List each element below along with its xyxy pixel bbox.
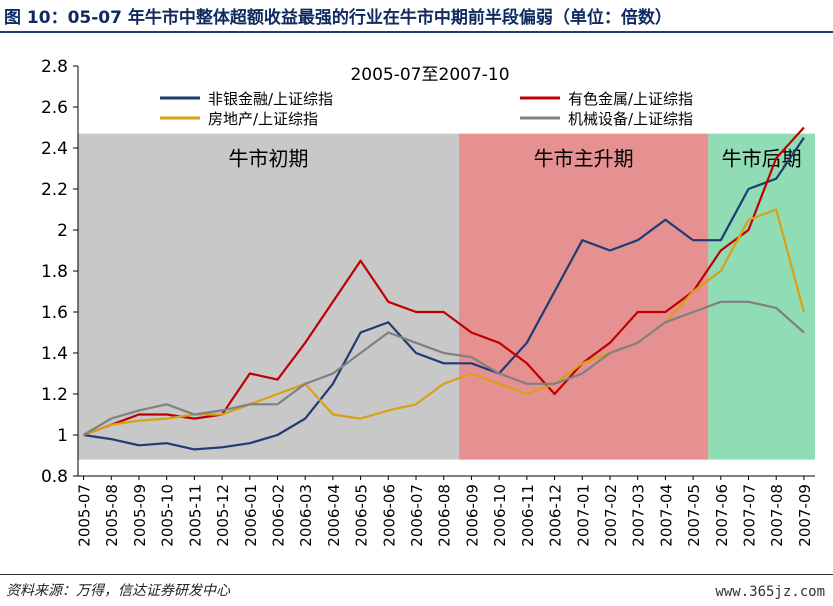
phase-label: 牛市后期	[722, 147, 802, 171]
x-tick-label: 2005-10	[159, 484, 177, 547]
x-tick-label: 2005-11	[186, 484, 204, 547]
y-tick-label: 2	[57, 221, 68, 241]
x-tick-label: 2007-02	[602, 484, 620, 547]
x-tick-label: 2006-06	[380, 484, 398, 547]
series-line	[83, 126, 805, 437]
x-tick-label: 2006-11	[519, 484, 537, 547]
phase-band	[458, 133, 709, 460]
x-tick-label: 2006-05	[353, 484, 371, 547]
x-tick-label: 2007-09	[796, 484, 814, 547]
legend-label: 有色金属/上证综指	[568, 90, 693, 108]
y-tick-label: 2.2	[41, 180, 68, 200]
series-line	[83, 208, 805, 437]
series-line	[82, 300, 805, 436]
y-axis: 2.8 2.6 2.4 2.2 2 1.8 1.6 1.4 1.2 1 0.8	[41, 57, 79, 487]
y-tick-label: 1.2	[41, 385, 68, 405]
y-tick-label: 1.4	[41, 344, 68, 364]
title-divider	[0, 31, 833, 33]
x-tick-label: 2006-02	[269, 484, 287, 547]
y-tick-label: 1.8	[41, 262, 68, 282]
x-tick-label: 2005-12	[214, 484, 232, 547]
x-tick-label: 2007-01	[574, 484, 592, 547]
source-note: 资料来源：万得，信达证券研发中心	[6, 583, 230, 599]
x-tick-label: 2007-07	[741, 484, 759, 547]
x-tick-label: 2006-12	[547, 484, 565, 547]
x-tick-label: 2006-01	[242, 484, 260, 547]
y-tick-label: 1	[57, 426, 68, 446]
series-lines	[82, 126, 805, 451]
x-axis: 2005-07 2005-08 2005-09 2005-10 2005-11 2005-…	[76, 475, 815, 547]
watermark: www.365jz.com	[715, 584, 825, 600]
x-tick-label: 2007-08	[768, 484, 786, 547]
x-tick-label: 2007-06	[713, 484, 731, 547]
y-tick-label: 2.4	[41, 139, 68, 159]
figure-title: 图 10：05-07 年牛市中整体超额收益最强的行业在牛市中期前半段偏弱（单位：…	[4, 8, 672, 28]
x-tick-label: 2006-10	[491, 484, 509, 547]
y-tick-label: 2.8	[41, 57, 68, 77]
x-tick-label: 2007-04	[657, 484, 675, 547]
y-tick-label: 2.6	[41, 98, 68, 118]
legend-label: 机械设备/上证综指	[568, 110, 693, 128]
legend-label: 房地产/上证综指	[208, 110, 318, 128]
x-tick-label: 2005-09	[131, 484, 149, 547]
phase-label: 牛市主升期	[534, 147, 634, 171]
footer-divider	[0, 574, 833, 575]
y-tick-label: 0.8	[41, 467, 68, 487]
phase-bands: 牛市初期 牛市主升期 牛市后期	[78, 133, 815, 460]
series-line	[83, 137, 805, 451]
x-tick-label: 2006-08	[436, 484, 454, 547]
x-tick-label: 2007-03	[630, 484, 648, 547]
x-tick-label: 2006-09	[463, 484, 481, 547]
x-tick-label: 2006-03	[297, 484, 315, 547]
x-tick-label: 2006-04	[325, 484, 343, 547]
phase-label: 牛市初期	[228, 147, 308, 171]
x-tick-label: 2006-07	[408, 484, 426, 547]
legend-label: 非银金融/上证综指	[208, 90, 333, 108]
line-chart: 牛市初期 牛市主升期 牛市后期 2.8 2.6 2.4 2.2 2 1.8 1.6 1.4 1.2 1…	[41, 57, 815, 547]
y-tick-label: 1.6	[41, 303, 68, 323]
phase-band	[708, 133, 815, 460]
x-tick-label: 2005-07	[76, 484, 94, 547]
x-tick-label: 2005-08	[103, 484, 121, 547]
chart-title: 2005-07至2007-10	[350, 65, 509, 85]
x-tick-label: 2007-05	[685, 484, 703, 547]
